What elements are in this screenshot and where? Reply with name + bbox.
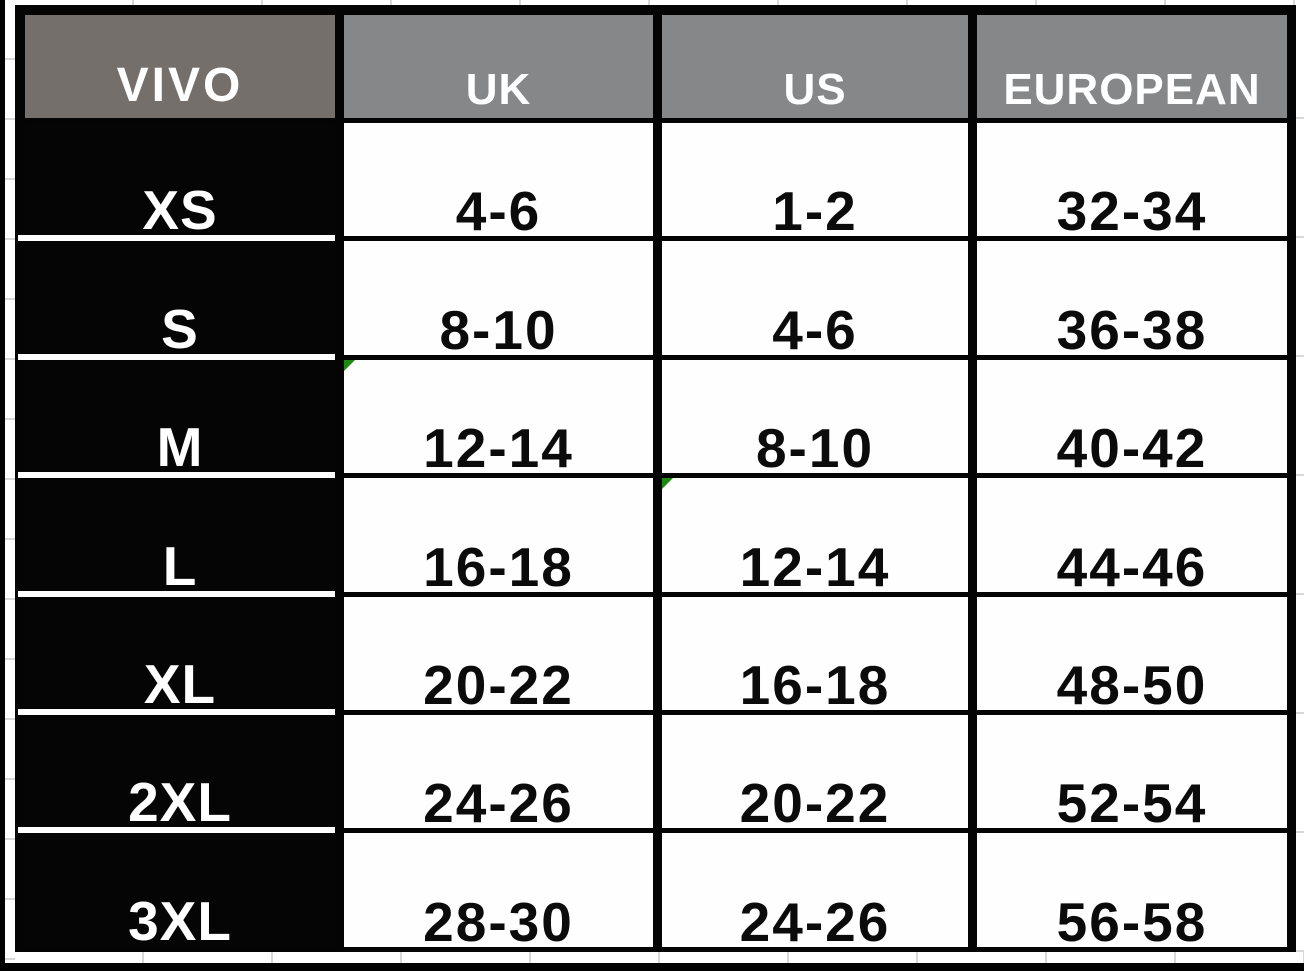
size-label-cell-m[interactable]: M — [18, 359, 335, 479]
data-cell-us-2xl[interactable]: 20-22 — [662, 714, 968, 831]
cell-comment-flag-icon — [344, 359, 355, 371]
cell-comment-flag-icon — [662, 478, 673, 490]
data-cell-uk-m[interactable]: 12-14 — [344, 359, 653, 476]
bottom-frame — [0, 963, 1304, 971]
data-cell-us-xl[interactable]: 16-18 — [662, 596, 968, 713]
data-cell-us-3xl[interactable]: 24-26 — [662, 833, 968, 949]
size-label-cell-3xl[interactable]: 3XL — [25, 833, 335, 948]
header-brand[interactable]: VIVO — [25, 15, 335, 118]
header-uk[interactable]: UK — [344, 15, 653, 118]
left-gridline-gutter — [5, 0, 15, 963]
data-cell-european-l[interactable]: 44-46 — [977, 478, 1287, 594]
top-gridline-gutter — [5, 0, 1304, 5]
size-chart-table: VIVO UK US EUROPEAN XS 4-6 1-2 32-34 S 8-10 4-… — [15, 5, 1296, 952]
data-cell-uk-xs[interactable]: 4-6 — [344, 123, 653, 239]
bottom-gridline-gutter — [15, 952, 1304, 963]
data-cell-uk-l[interactable]: 16-18 — [344, 478, 653, 594]
data-cell-european-m[interactable]: 40-42 — [977, 359, 1287, 476]
data-cell-uk-s[interactable]: 8-10 — [344, 241, 653, 357]
size-label-cell-2xl[interactable]: 2XL — [18, 714, 335, 834]
data-cell-us-l[interactable]: 12-14 — [662, 478, 968, 594]
data-cell-us-xs[interactable]: 1-2 — [662, 123, 968, 239]
header-european[interactable]: EUROPEAN — [977, 15, 1287, 118]
data-cell-uk-3xl[interactable]: 28-30 — [344, 833, 653, 949]
size-label-cell-s[interactable]: S — [18, 241, 335, 361]
right-gridline-gutter — [1296, 0, 1304, 963]
data-cell-us-s[interactable]: 4-6 — [662, 241, 968, 357]
data-cell-european-xl[interactable]: 48-50 — [977, 596, 1287, 713]
data-cell-uk-2xl[interactable]: 24-26 — [344, 714, 653, 831]
data-cell-european-3xl[interactable]: 56-58 — [977, 833, 1287, 949]
data-cell-uk-xl[interactable]: 20-22 — [344, 596, 653, 713]
size-label-cell-xs[interactable]: XS — [18, 123, 335, 242]
size-label-cell-xl[interactable]: XL — [18, 596, 335, 716]
header-us[interactable]: US — [662, 15, 968, 118]
data-cell-european-2xl[interactable]: 52-54 — [977, 714, 1287, 831]
size-label-cell-l[interactable]: L — [18, 478, 335, 597]
left-frame — [0, 0, 5, 971]
data-cell-us-m[interactable]: 8-10 — [662, 359, 968, 476]
data-cell-european-xs[interactable]: 32-34 — [977, 123, 1287, 239]
data-cell-european-s[interactable]: 36-38 — [977, 241, 1287, 357]
